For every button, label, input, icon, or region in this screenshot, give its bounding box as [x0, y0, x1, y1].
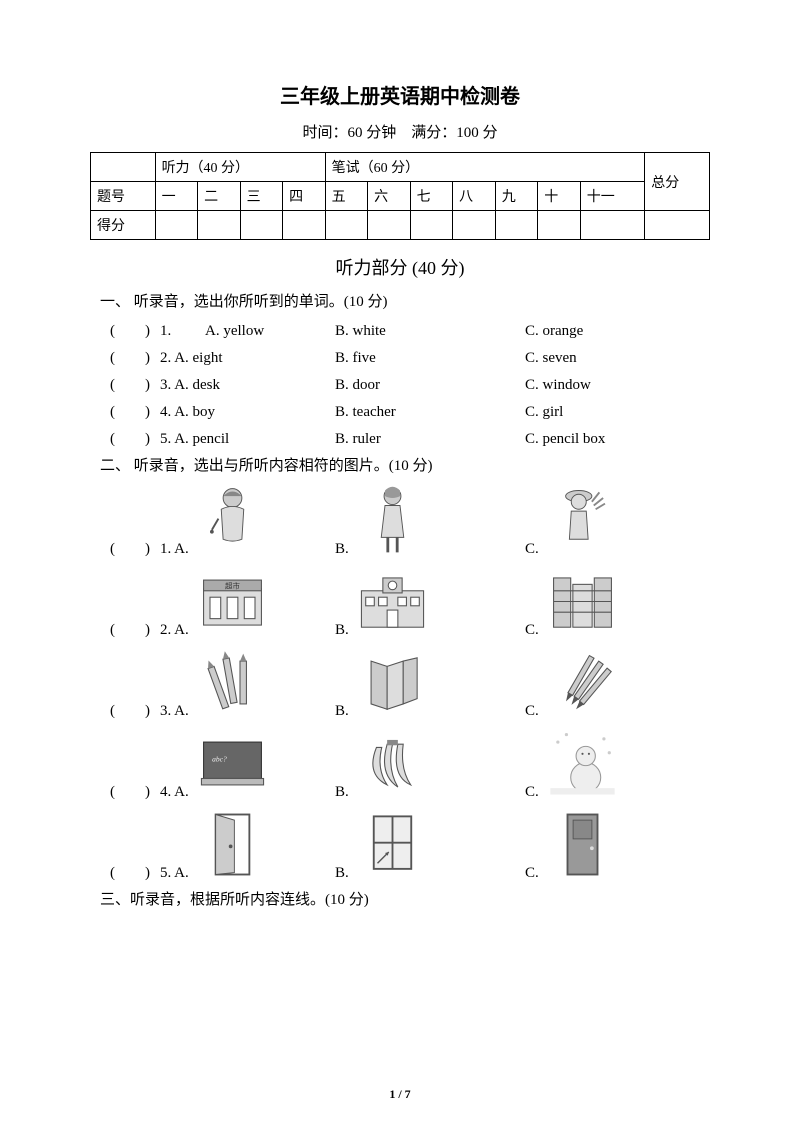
door-closed-icon [545, 807, 620, 882]
col-cell: 二 [198, 182, 241, 211]
part3-instruction: 三、听录音，根据所听内容连线。(10 分) [100, 888, 710, 909]
option-label: C. [525, 541, 539, 558]
woman-nurse-icon [195, 483, 270, 558]
answer-blank[interactable]: ( ) [110, 373, 160, 394]
question-row: ( ) 2. A. eight B. five C. seven [110, 346, 710, 367]
books-icon [355, 645, 430, 720]
image-question-row: ( ) 1. A. B. C. [110, 483, 710, 558]
bananas-icon [355, 726, 430, 801]
table-row: 得分 [91, 211, 710, 240]
question-row: ( ) 5. A. pencil B. ruler C. pencil box [110, 427, 710, 448]
option-label: C. [525, 865, 539, 882]
option-label: C. [525, 622, 539, 639]
supermarket-icon: 超市 [195, 564, 270, 639]
question-row: ( ) 4. A. boy B. teacher C. girl [110, 400, 710, 421]
option-c: C. girl [525, 404, 710, 421]
col-cell: 十 [538, 182, 581, 211]
col-cell: 六 [368, 182, 411, 211]
option-label: 5. A. [160, 865, 189, 882]
option-a: 2. A. eight [160, 350, 335, 367]
image-question-row: ( ) 5. A. B. C. [110, 807, 710, 882]
option-label: 3. A. [160, 703, 189, 720]
option-c: C. seven [525, 350, 710, 367]
col-cell: 五 [325, 182, 368, 211]
part1-instruction: 一、 听录音，选出你所听到的单词。(10 分) [100, 290, 710, 311]
option-label: 2. A. [160, 622, 189, 639]
option-b: B. white [335, 323, 525, 340]
answer-blank[interactable]: ( ) [110, 861, 160, 882]
col-cell: 十一 [580, 182, 645, 211]
col-cell: 七 [410, 182, 453, 211]
option-label: 1. A. [160, 541, 189, 558]
door-open-icon [195, 807, 270, 882]
option-label: B. [335, 703, 349, 720]
option-label: B. [335, 622, 349, 639]
answer-blank[interactable]: ( ) [110, 699, 160, 720]
option-a: 3. A. desk [160, 377, 335, 394]
office-building-icon [545, 564, 620, 639]
answer-blank[interactable]: ( ) [110, 346, 160, 367]
table-row: 听力（40 分） 笔试（60 分） 总分 [91, 153, 710, 182]
col-cell: 四 [283, 182, 326, 211]
option-c: C. orange [525, 323, 710, 340]
option-c: C. window [525, 377, 710, 394]
option-label: C. [525, 703, 539, 720]
option-label: 4. A. [160, 784, 189, 801]
answer-blank[interactable]: ( ) [110, 319, 160, 340]
option-label: C. [525, 784, 539, 801]
table-row: 题号 一 二 三 四 五 六 七 八 九 十 十一 [91, 182, 710, 211]
answer-blank[interactable]: ( ) [110, 400, 160, 421]
col-cell: 九 [495, 182, 538, 211]
exam-title: 三年级上册英语期中检测卷 [90, 80, 710, 109]
option-a: 5. A. pencil [160, 431, 335, 448]
school-building-icon [355, 564, 430, 639]
content-area: 一、 听录音，选出你所听到的单词。(10 分) ( ) 1. A. yellow… [90, 290, 710, 909]
snowman-icon [545, 726, 620, 801]
option-b: B. ruler [335, 431, 525, 448]
col-cell: 一 [155, 182, 198, 211]
page-number: 1 / 7 [0, 1087, 800, 1102]
option-label: B. [335, 541, 349, 558]
total-header: 总分 [645, 153, 710, 211]
option-c: C. pencil box [525, 431, 710, 448]
option-a: 4. A. boy [160, 404, 335, 421]
listening-header: 听力（40 分） [155, 153, 325, 182]
answer-blank[interactable]: ( ) [110, 618, 160, 639]
image-question-row: ( ) 2. A. 超市 B. C. [110, 564, 710, 639]
score-label: 得分 [91, 211, 156, 240]
image-question-row: ( ) 4. A. abc? B. C. [110, 726, 710, 801]
window-icon [355, 807, 430, 882]
svg-text:abc?: abc? [212, 754, 227, 763]
option-a: A. yellow [160, 323, 335, 340]
score-table: 听力（40 分） 笔试（60 分） 总分 题号 一 二 三 四 五 六 七 八 … [90, 152, 710, 240]
answer-blank[interactable]: ( ) [110, 780, 160, 801]
exam-subtitle: 时间：60 分钟 满分：100 分 [90, 121, 710, 142]
written-header: 笔试（60 分） [325, 153, 645, 182]
farmer-wheat-icon [545, 483, 620, 558]
option-label: B. [335, 865, 349, 882]
pens-icon [545, 645, 620, 720]
svg-text:超市: 超市 [225, 581, 240, 591]
question-label: 题号 [91, 182, 156, 211]
girl-standing-icon [355, 483, 430, 558]
pencils-icon [195, 645, 270, 720]
col-cell: 三 [240, 182, 283, 211]
option-b: B. teacher [335, 404, 525, 421]
blackboard-icon: abc? [195, 726, 270, 801]
option-b: B. five [335, 350, 525, 367]
option-b: B. door [335, 377, 525, 394]
image-question-row: ( ) 3. A. B. C. [110, 645, 710, 720]
answer-blank[interactable]: ( ) [110, 427, 160, 448]
col-cell: 八 [453, 182, 496, 211]
part2-instruction: 二、 听录音，选出与所听内容相符的图片。(10 分) [100, 454, 710, 475]
answer-blank[interactable]: ( ) [110, 537, 160, 558]
option-label: B. [335, 784, 349, 801]
question-row: ( ) 1. A. yellow B. white C. orange [110, 319, 710, 340]
question-row: ( ) 3. A. desk B. door C. window [110, 373, 710, 394]
section-header: 听力部分 (40 分) [90, 254, 710, 280]
